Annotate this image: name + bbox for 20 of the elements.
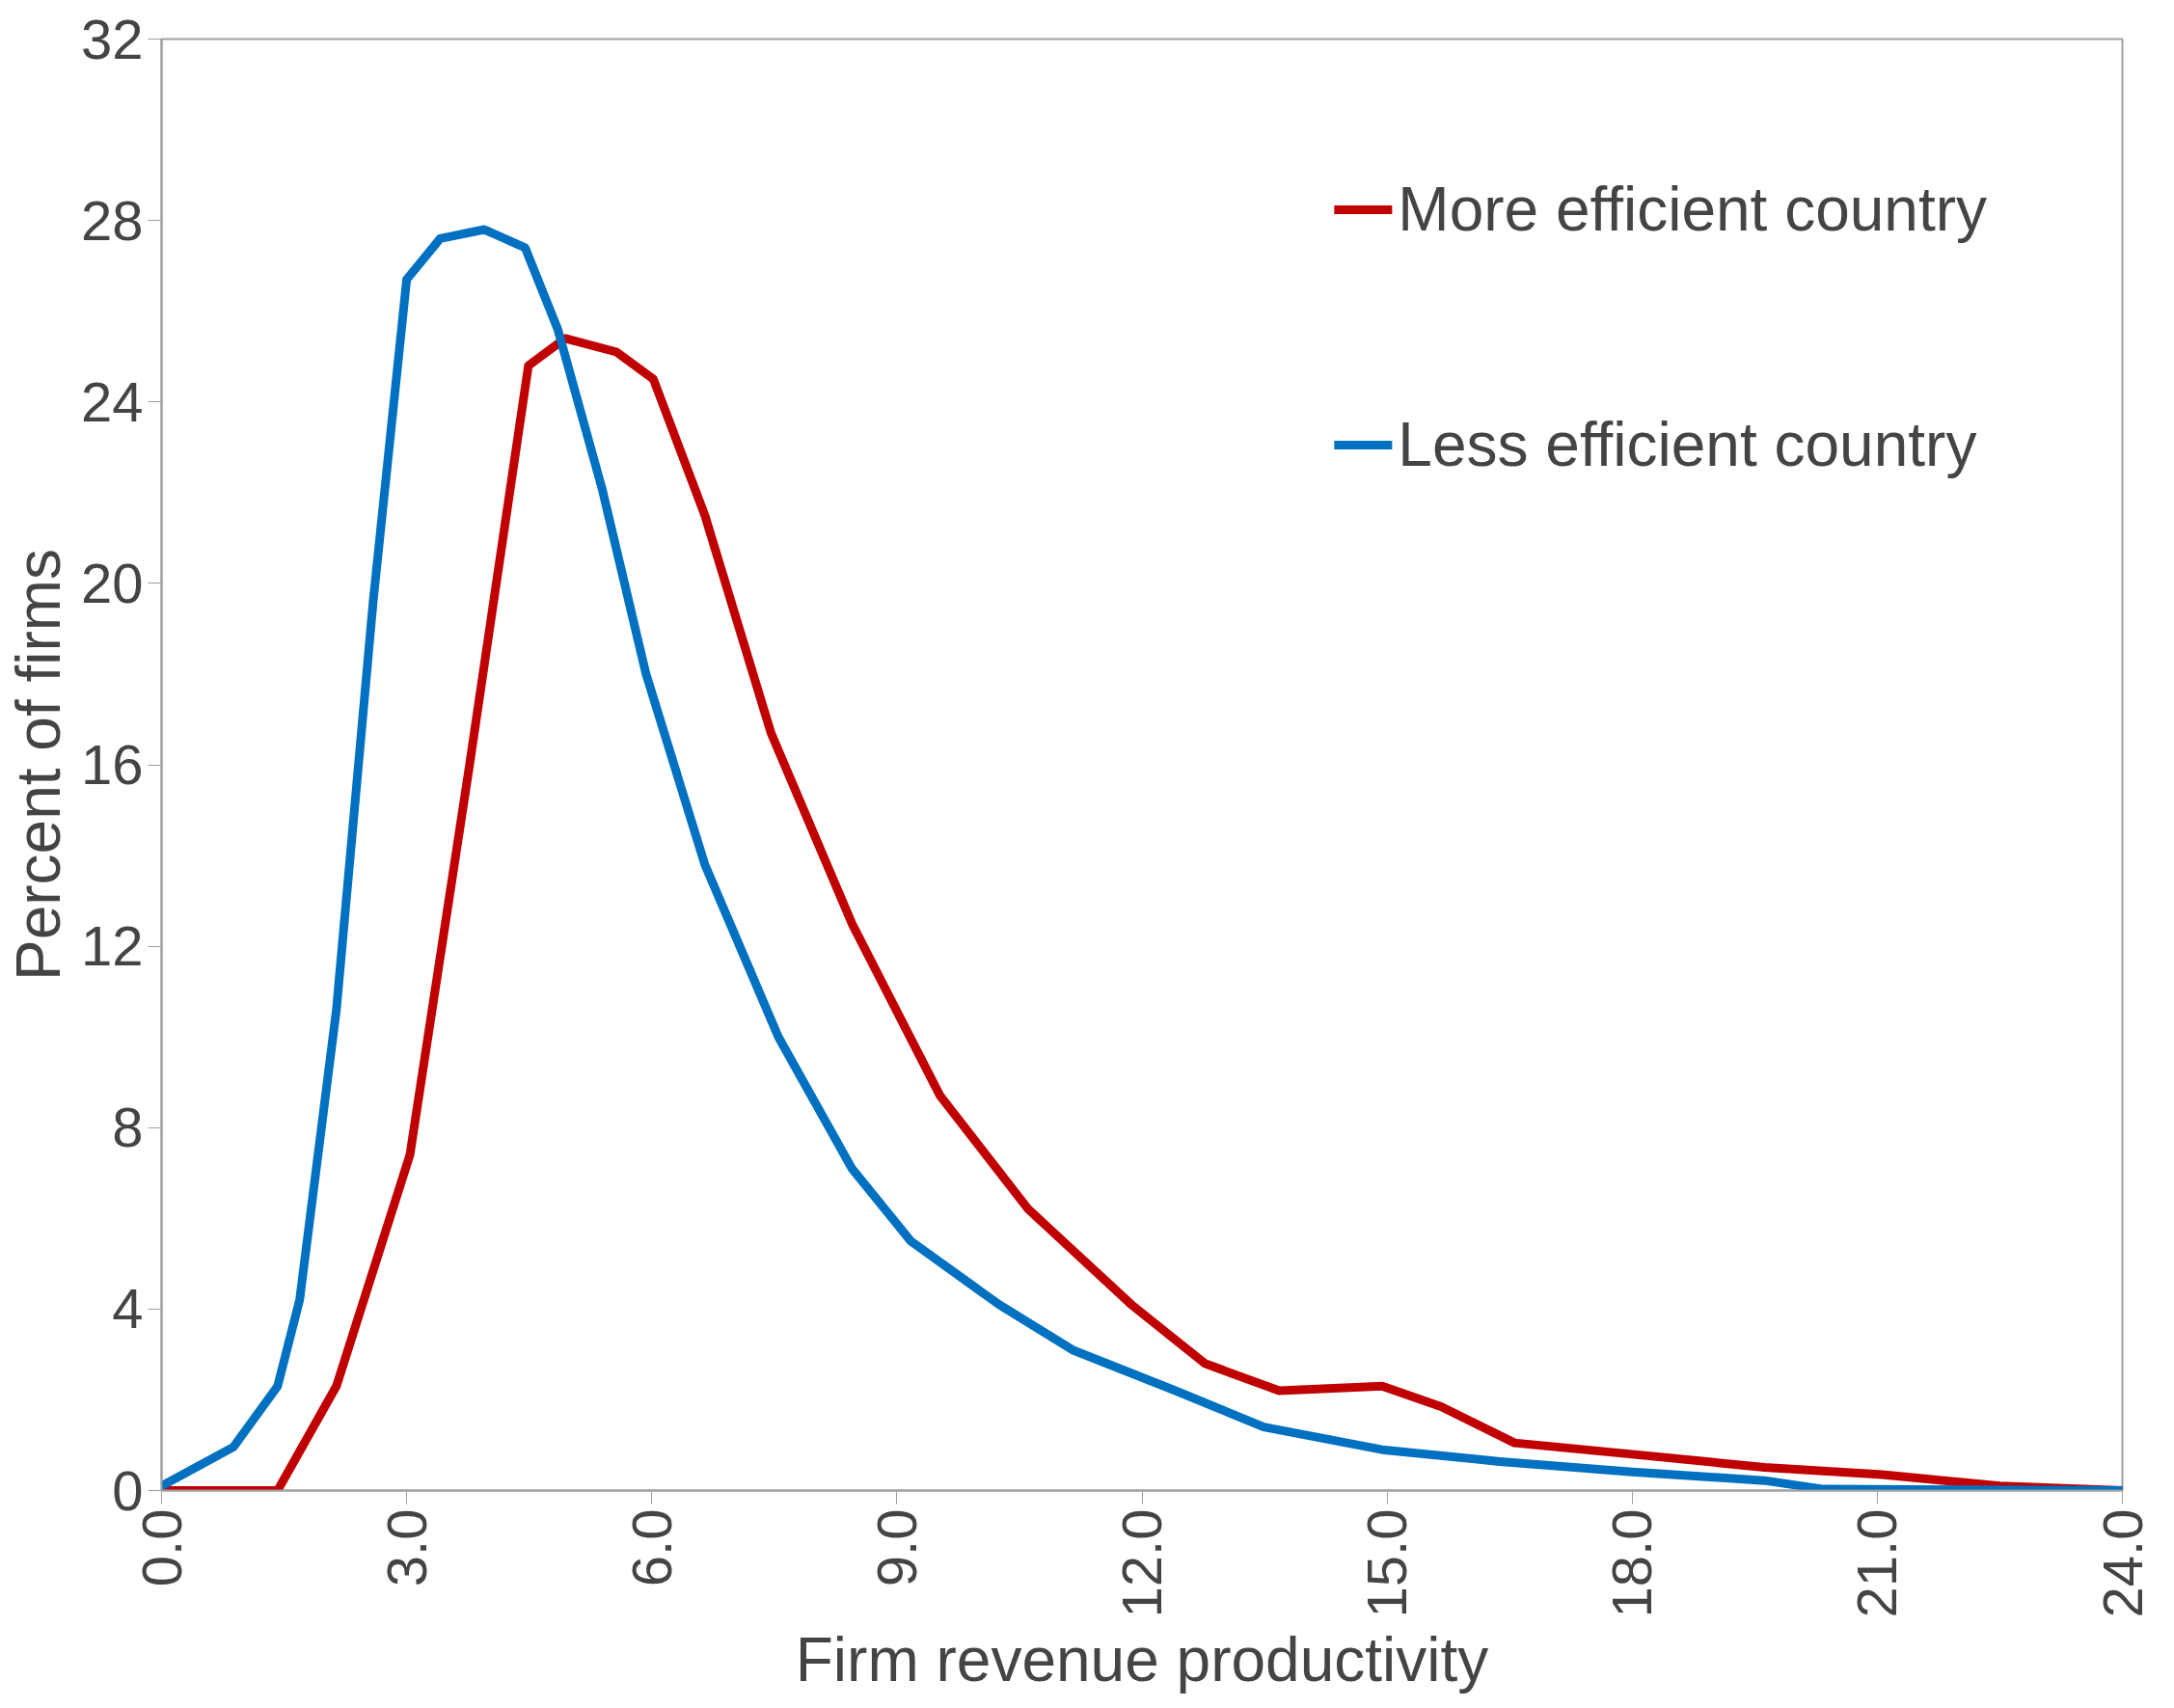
legend-label: More efficient country: [1398, 174, 1987, 245]
y-tick-label: 20: [80, 551, 144, 614]
x-tick-label: 3.0: [374, 1508, 438, 1587]
x-tick-label: 24.0: [2090, 1508, 2154, 1618]
x-axis-title: Firm revenue productivity: [795, 1625, 1489, 1695]
y-tick-label: 8: [112, 1096, 144, 1159]
y-tick-label: 16: [80, 733, 144, 796]
x-tick-label: 18.0: [1600, 1508, 1664, 1618]
x-tick-label: 21.0: [1845, 1508, 1909, 1618]
y-tick-label: 4: [112, 1277, 144, 1341]
y-axis-title: Percent of firms: [3, 548, 73, 982]
legend-label: Less efficient country: [1398, 409, 1977, 480]
x-tick-label: 15.0: [1355, 1508, 1419, 1618]
x-tick-label: 9.0: [864, 1508, 928, 1587]
y-tick-label: 12: [80, 914, 144, 978]
y-tick-label: 24: [80, 369, 144, 433]
y-tick-label: 28: [80, 188, 144, 252]
y-tick-label: 32: [80, 7, 144, 70]
x-tick-label: 12.0: [1110, 1508, 1173, 1618]
x-tick-label: 6.0: [619, 1508, 683, 1587]
